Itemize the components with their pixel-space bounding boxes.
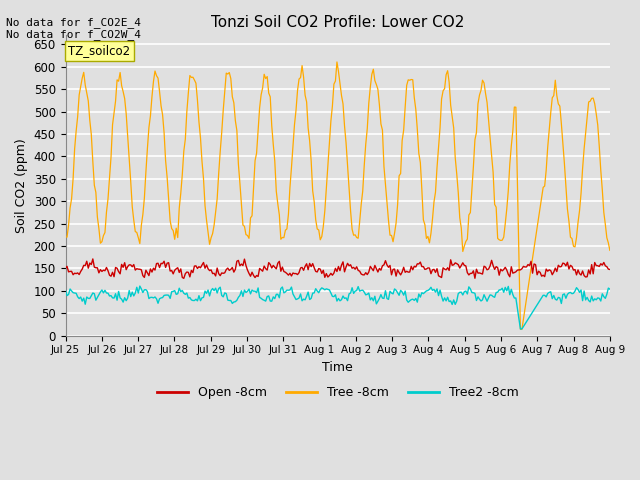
- X-axis label: Time: Time: [323, 361, 353, 374]
- Y-axis label: Soil CO2 (ppm): Soil CO2 (ppm): [15, 138, 28, 233]
- Text: No data for f_CO2E_4: No data for f_CO2E_4: [6, 17, 141, 28]
- Text: No data for f_CO2W_4: No data for f_CO2W_4: [6, 29, 141, 40]
- Title: Tonzi Soil CO2 Profile: Lower CO2: Tonzi Soil CO2 Profile: Lower CO2: [211, 15, 465, 30]
- Text: TZ_soilco2: TZ_soilco2: [68, 44, 131, 57]
- Legend: Open -8cm, Tree -8cm, Tree2 -8cm: Open -8cm, Tree -8cm, Tree2 -8cm: [152, 382, 524, 405]
